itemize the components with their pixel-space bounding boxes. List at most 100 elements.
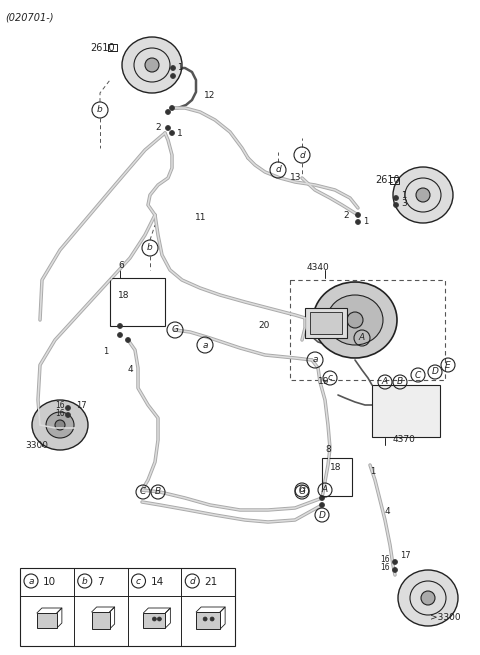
Circle shape [169,130,175,136]
Text: 21: 21 [204,577,217,587]
Text: 14: 14 [151,577,164,587]
Ellipse shape [393,167,453,223]
Text: 1: 1 [401,191,406,200]
Text: 16: 16 [380,555,390,565]
Bar [310,312,342,334]
Ellipse shape [46,412,74,438]
Text: 16: 16 [380,563,390,572]
Text: 18: 18 [330,464,341,472]
Text: G: G [299,487,305,496]
Circle shape [393,567,397,572]
Ellipse shape [145,58,159,72]
Text: a: a [28,576,34,586]
Text: 4370: 4370 [393,436,416,445]
Text: A: A [382,377,388,386]
Circle shape [203,617,207,621]
Ellipse shape [398,570,458,626]
Ellipse shape [32,400,88,450]
Text: b: b [82,576,88,586]
Text: A: A [322,485,328,495]
Text: >3300: >3300 [430,614,461,622]
Circle shape [166,109,170,115]
Ellipse shape [421,591,435,605]
Circle shape [65,413,71,417]
Text: 3: 3 [401,200,407,208]
Bar [390,177,399,184]
Text: a: a [202,341,208,350]
Circle shape [157,617,161,621]
Text: 16: 16 [55,409,65,419]
Text: 1: 1 [103,348,108,356]
Bar [108,44,117,51]
Circle shape [356,212,360,217]
Text: 20: 20 [258,320,269,329]
Circle shape [394,202,398,208]
Ellipse shape [416,188,430,202]
Text: G: G [299,485,305,495]
Text: c: c [327,373,333,383]
Text: 1: 1 [363,217,368,227]
Circle shape [125,337,131,343]
Text: 8: 8 [325,445,331,455]
Circle shape [320,495,324,500]
Text: 1: 1 [177,128,183,138]
Text: G: G [171,326,179,335]
Text: d: d [299,151,305,160]
Text: D: D [319,510,325,519]
Text: E: E [445,360,451,369]
Ellipse shape [55,420,65,430]
Text: 16: 16 [55,402,65,411]
Circle shape [166,126,170,130]
Text: 4: 4 [128,365,133,375]
Text: 1: 1 [177,62,182,71]
Text: 7: 7 [97,577,103,587]
Ellipse shape [122,37,182,93]
Text: 2610: 2610 [90,43,115,53]
Circle shape [356,219,360,225]
Text: b: b [147,244,153,252]
Ellipse shape [327,295,383,345]
Bar [196,612,220,629]
Circle shape [169,105,175,111]
Ellipse shape [313,282,397,358]
Bar [92,612,109,629]
Text: 12: 12 [204,90,216,100]
Bar [37,613,57,628]
Bar [20,568,235,646]
Text: 10: 10 [43,577,56,587]
Text: 11: 11 [195,214,206,223]
Text: 3300: 3300 [25,441,48,449]
Ellipse shape [347,312,363,328]
Text: 6: 6 [118,261,124,269]
Circle shape [65,405,71,411]
Text: B: B [397,377,403,386]
Circle shape [170,66,176,71]
Bar [110,278,165,326]
Circle shape [393,559,397,565]
Circle shape [118,324,122,329]
Circle shape [394,195,398,200]
Bar [322,458,352,496]
Circle shape [152,617,156,621]
Text: 2610: 2610 [375,175,400,185]
Text: 2: 2 [343,210,348,219]
Circle shape [170,73,176,79]
Bar [305,308,347,338]
Text: a: a [312,356,318,364]
Circle shape [118,333,122,337]
Text: B: B [155,487,161,496]
Bar [144,613,166,628]
Text: b: b [97,105,103,115]
Text: 13: 13 [290,174,301,183]
Text: 17: 17 [400,552,410,561]
Text: 1: 1 [370,468,375,476]
Text: c: c [136,576,141,586]
Text: d: d [190,576,195,586]
Text: A: A [359,333,365,343]
Text: 17: 17 [76,402,86,411]
Text: 2: 2 [155,124,161,132]
Text: D: D [432,367,438,377]
Text: C: C [415,371,421,379]
Text: 19: 19 [318,377,329,386]
Circle shape [320,502,324,508]
